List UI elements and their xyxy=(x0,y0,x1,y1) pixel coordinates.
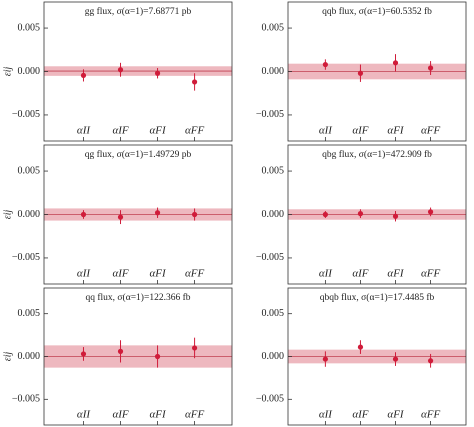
data-point xyxy=(427,209,434,215)
x-tick-label: αII xyxy=(319,125,333,137)
y-tick-label: −0.005 xyxy=(12,394,40,405)
data-point xyxy=(191,345,198,351)
y-tick-label: 0.005 xyxy=(262,165,285,176)
x-tick-label: αII xyxy=(77,125,91,137)
data-point xyxy=(117,67,124,73)
y-axis-label: εij xyxy=(2,210,13,220)
x-tick-label: αIF xyxy=(352,268,368,280)
y-tick-label: −0.005 xyxy=(256,394,284,405)
x-tick-label: αII xyxy=(77,268,91,280)
panel-title: qg flux, σ(α=1)=1.49729 pb xyxy=(85,149,192,160)
y-tick-label: 0.005 xyxy=(262,22,285,33)
x-tick-label: αFF xyxy=(185,409,204,421)
y-tick-label: 0.000 xyxy=(18,209,41,220)
data-point xyxy=(191,79,198,85)
y-tick-label: 0.000 xyxy=(262,66,285,77)
x-tick-label: αFF xyxy=(185,125,204,137)
data-point xyxy=(191,211,198,218)
panel-title: qqb flux, σ(α=1)=60.5352 fb xyxy=(322,6,432,17)
y-tick-label: 0.005 xyxy=(18,308,41,319)
x-tick-label: αII xyxy=(77,409,91,421)
x-tick-label: αII xyxy=(319,268,333,280)
x-tick-label: αFF xyxy=(185,268,204,280)
y-axis-label: εij xyxy=(2,67,13,77)
y-tick-label: −0.005 xyxy=(12,109,40,120)
x-tick-label: αFF xyxy=(421,125,440,137)
data-point xyxy=(357,70,364,76)
data-point xyxy=(154,210,161,216)
y-tick-label: 0.000 xyxy=(262,351,285,362)
panel-title: gg flux, σ(α=1)=7.68771 pb xyxy=(85,6,192,17)
x-tick-label: αIF xyxy=(112,125,128,137)
data-point xyxy=(322,61,328,68)
panel-title: qbqb flux, σ(α=1)=17.4485 fb xyxy=(320,292,435,303)
y-tick-label: −0.005 xyxy=(256,109,284,120)
x-tick-label: αFF xyxy=(421,409,440,421)
data-point xyxy=(154,70,161,76)
data-point xyxy=(117,348,124,354)
x-tick-label: αFI xyxy=(149,268,166,280)
x-tick-label: αFI xyxy=(387,125,404,137)
data-point xyxy=(80,72,87,79)
x-tick-label: αIF xyxy=(352,409,368,421)
y-axis-label: εij xyxy=(2,352,13,362)
panel-title: qq flux, σ(α=1)=122.366 fb xyxy=(86,292,191,303)
x-tick-label: αFI xyxy=(149,125,166,137)
data-point xyxy=(392,60,399,66)
x-tick-label: αFF xyxy=(421,268,440,280)
data-point xyxy=(322,211,328,218)
data-point xyxy=(80,351,87,357)
data-point xyxy=(117,214,124,220)
x-tick-label: αIF xyxy=(112,268,128,280)
y-tick-label: 0.000 xyxy=(18,66,41,77)
data-point xyxy=(357,344,364,350)
x-tick-label: αIF xyxy=(112,409,128,421)
x-tick-label: αFI xyxy=(387,409,404,421)
panel-title: qbg flux, σ(α=1)=472.909 fb xyxy=(322,149,432,160)
x-tick-label: αIF xyxy=(352,125,368,137)
y-tick-label: 0.000 xyxy=(18,351,41,362)
y-tick-label: 0.005 xyxy=(18,165,41,176)
y-tick-label: 0.000 xyxy=(262,209,285,220)
data-point xyxy=(357,211,364,217)
y-tick-label: −0.005 xyxy=(256,252,284,263)
data-point xyxy=(392,213,399,219)
data-point xyxy=(427,358,434,364)
x-tick-label: αFI xyxy=(387,268,404,280)
data-point xyxy=(154,353,161,360)
y-tick-label: 0.005 xyxy=(262,308,285,319)
data-point xyxy=(322,356,328,362)
data-point xyxy=(80,211,87,218)
data-point xyxy=(392,356,399,362)
y-tick-label: −0.005 xyxy=(12,252,40,263)
x-tick-label: αFI xyxy=(149,409,166,421)
data-point xyxy=(427,65,434,71)
y-tick-label: 0.005 xyxy=(18,22,41,33)
x-tick-label: αII xyxy=(319,409,333,421)
